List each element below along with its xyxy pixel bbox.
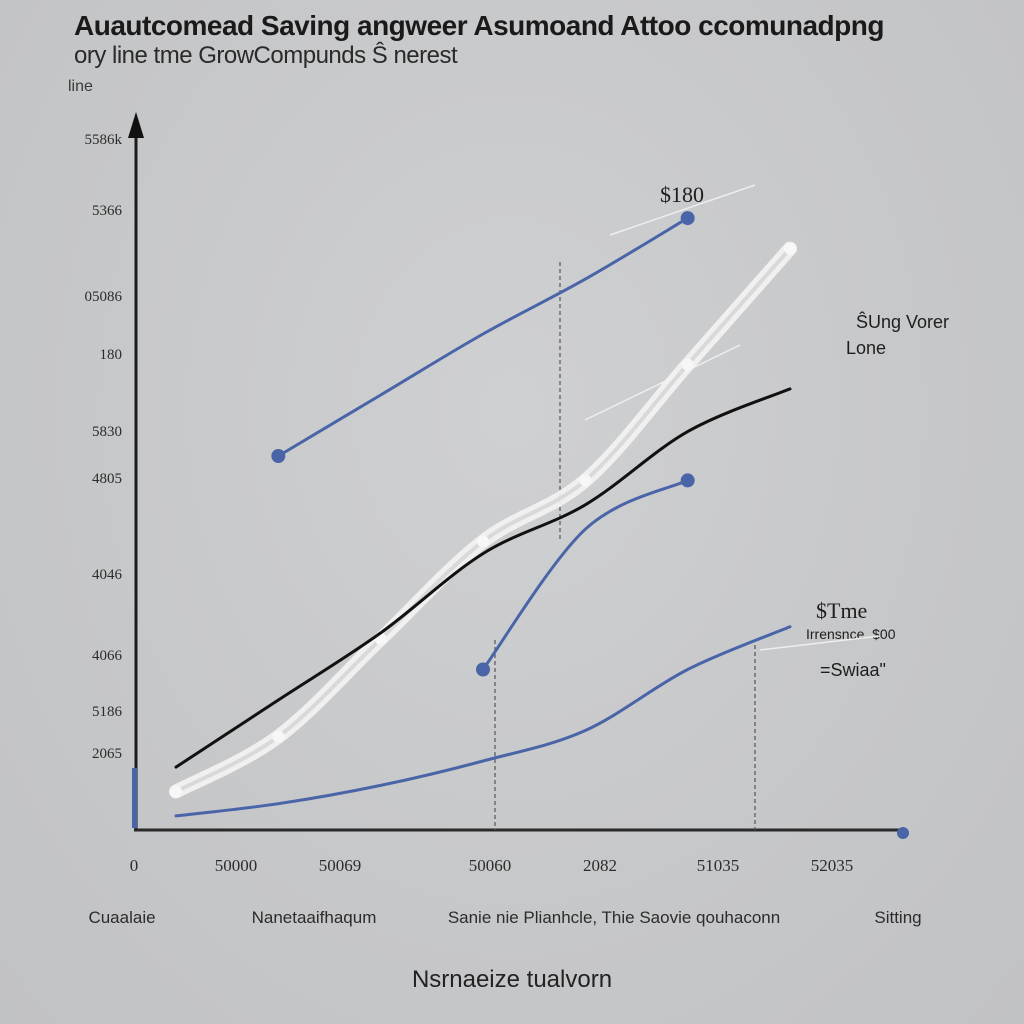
annotation-label: ŜUng Vorer xyxy=(856,312,950,332)
callout-leader xyxy=(609,184,756,236)
annotation-label: Lone xyxy=(846,338,887,358)
y-tick-label: 05086 xyxy=(84,289,123,305)
x-category-label: Cuaalaie xyxy=(88,908,156,927)
x-tick-label: 0 xyxy=(129,856,139,875)
x-category-label: Sanie nie Plianhcle, Thie Saovie qouhaco… xyxy=(447,908,781,927)
x-tick-label: 52035 xyxy=(810,856,854,875)
callout-leader xyxy=(584,344,741,421)
y-tick-label: 4805 xyxy=(92,471,122,487)
series-line-linear xyxy=(276,216,690,458)
series-line-growth-band xyxy=(169,241,797,799)
series-point xyxy=(476,662,490,677)
y-tick-label: 4046 xyxy=(92,567,122,583)
y-tick-label: 4066 xyxy=(92,648,122,664)
series-point xyxy=(272,730,285,743)
x-axis-end-marker xyxy=(897,827,909,839)
series-line-growth-band-inner xyxy=(174,246,792,794)
y-axis-arrow-icon xyxy=(128,112,144,138)
x-axis-title: Nsrnaeize tualvorn xyxy=(411,966,613,993)
x-category-label: Sitting xyxy=(874,908,922,927)
series-point xyxy=(477,535,489,548)
series-line-compound xyxy=(174,387,792,769)
series-line-saving xyxy=(174,625,792,818)
series-layer xyxy=(169,211,797,818)
annotation-label: $180 xyxy=(660,182,704,207)
x-tick-label: 50000 xyxy=(214,856,258,875)
y-axis-base-highlight xyxy=(132,768,137,828)
y-tick-label: 180 xyxy=(99,347,123,363)
x-tick-label: 2082 xyxy=(583,856,617,875)
chart-title: Auautcomead Saving angweer Asumoand Atto… xyxy=(74,10,884,41)
y-tick-label: 2065 xyxy=(92,746,122,762)
x-tick-label: 50060 xyxy=(468,856,512,875)
y-axis-label: line xyxy=(68,78,93,95)
series-point xyxy=(170,785,182,798)
y-tick-label: 5586k xyxy=(84,132,123,148)
series-point xyxy=(784,242,796,255)
series-point xyxy=(680,473,695,488)
annotation-label: Irrensnce $00 xyxy=(806,626,896,642)
annotation-label: $Tme xyxy=(816,598,868,623)
callout-leader xyxy=(759,635,881,651)
x-tick-label: 50069 xyxy=(318,856,362,875)
y-tick-label: 5366 xyxy=(92,203,122,219)
y-tick-label: 5186 xyxy=(92,704,122,720)
chart-subtitle: ory line tme GrowCompunds Ŝ nerest xyxy=(74,42,458,69)
y-tick-label: 5830 xyxy=(92,424,122,440)
series-point xyxy=(680,211,695,226)
annotation-label: =Swiaa" xyxy=(820,660,886,680)
series-line-saving-2 xyxy=(481,478,690,671)
x-tick-label: 51035 xyxy=(696,856,740,875)
series-point xyxy=(579,474,592,487)
x-category-label: Nanetaaifhaqum xyxy=(251,908,377,927)
series-point xyxy=(681,358,694,371)
series-point xyxy=(271,449,286,463)
